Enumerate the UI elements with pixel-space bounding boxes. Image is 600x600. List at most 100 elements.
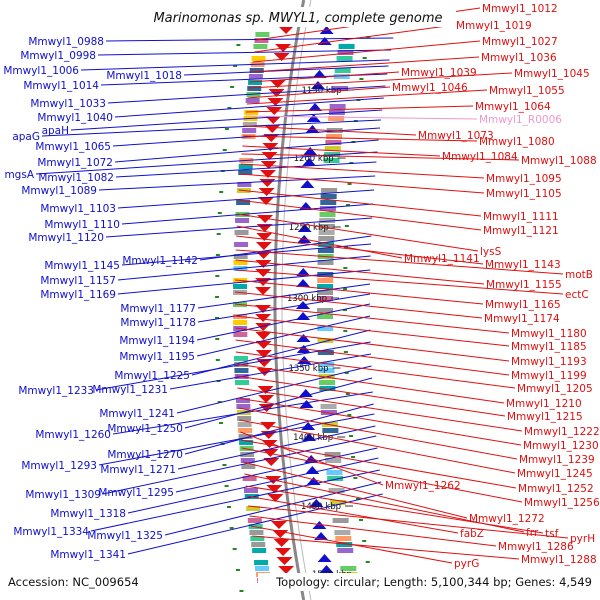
cog-block [247, 86, 262, 91]
cog-block [254, 38, 269, 43]
left-leader [107, 85, 386, 104]
right-leader [243, 135, 478, 142]
left-leader [184, 377, 373, 429]
right-leader [235, 327, 510, 362]
left-gene-label: Mmwyl1_1195 [119, 351, 195, 363]
cog-block [317, 248, 334, 253]
cog-block [317, 290, 334, 295]
cog-block [246, 506, 261, 511]
left-gene-label: Mmwyl1_1233 [18, 385, 94, 397]
accession-text: Accession: NC_009654 [8, 575, 139, 589]
cog-block [241, 464, 256, 469]
right-leader [249, 515, 497, 547]
cog-block [233, 260, 248, 265]
right-leader [251, 56, 480, 73]
reverse-gene-mark [256, 368, 273, 376]
forward-gene-mark [319, 565, 334, 573]
cog-block [242, 476, 257, 481]
cog-block [324, 146, 341, 151]
cog-block [340, 566, 357, 571]
right-leader [237, 213, 479, 252]
right-gene-label: Mmwyl1_1256 [524, 497, 600, 509]
left-gene-label: Mmwyl1_1145 [44, 260, 120, 272]
cog-block [317, 326, 334, 331]
cog-block [237, 416, 252, 421]
accession-background [4, 573, 154, 591]
right-gene-label: frr [526, 527, 539, 539]
reverse-gene-mark [273, 539, 290, 547]
right-gene-label: Mmwyl1_R0006 [479, 114, 562, 126]
left-gene-label: Mmwyl1_1271 [100, 464, 176, 476]
forward-gene-mark [302, 433, 317, 441]
left-leader [121, 243, 372, 266]
gc-tick [344, 225, 349, 227]
left-gene-label: Mmwyl1_1293 [21, 460, 97, 472]
right-gene-label: Mmwyl1_1036 [481, 52, 557, 64]
right-leader [235, 315, 510, 347]
reverse-gene-mark [261, 152, 278, 160]
right-leader [238, 199, 482, 231]
reverse-gene-mark [255, 350, 272, 358]
kbp-tick-label: 1200 kbp [294, 154, 334, 164]
right-gene-label: Mmwyl1_1239 [519, 454, 595, 466]
left-gene-label: mgsA [4, 169, 34, 181]
left-gene-label: Mmwyl1_1040 [37, 112, 113, 124]
gc-tick [224, 485, 229, 487]
left-leader [114, 139, 379, 163]
left-gene-label: Mmwyl1_1018 [106, 70, 182, 82]
reverse-gene-mark [257, 215, 274, 223]
forward-gene-mark [296, 334, 311, 342]
cog-block [320, 200, 337, 205]
left-gene-label: Mmwyl1_1341 [50, 549, 126, 561]
reverse-gene-mark [257, 386, 274, 394]
left-leader [197, 283, 371, 309]
left-gene-label: Mmwyl1_1178 [120, 317, 196, 329]
cog-block [233, 284, 248, 289]
cog-block [236, 404, 251, 409]
left-gene-label: Mmwyl1_1072 [37, 157, 113, 169]
cog-block [319, 380, 336, 385]
cog-block [250, 536, 265, 541]
left-leader [105, 217, 373, 238]
gene-labels: Mmwyl1_0988 Mmwyl1_0998 Mmwyl1_1006 Mmwyl1_… [3, 3, 600, 570]
cog-block [248, 80, 263, 85]
left-gene-label: Mmwyl1_1065 [35, 141, 111, 153]
reverse-gene-mark [259, 179, 276, 187]
right-leader [236, 235, 484, 265]
gc-tick [343, 330, 348, 332]
right-leader [235, 249, 564, 275]
kbp-tick-label: 1250 kbp [289, 223, 329, 233]
gc-tick [343, 288, 348, 290]
cog-block [317, 308, 334, 313]
left-leader [117, 189, 375, 209]
right-leader [239, 419, 516, 474]
gc-tick [346, 204, 351, 206]
left-gene-label: Mmwyl1_1014 [23, 80, 99, 92]
right-leader [249, 71, 400, 83]
right-gene-label: Mmwyl1_1199 [511, 370, 587, 382]
cog-block [252, 548, 267, 553]
left-gene-label: Mmwyl1_1142 [122, 255, 198, 267]
right-leader [248, 505, 569, 539]
cog-block [328, 116, 345, 121]
left-leader [191, 329, 371, 376]
gc-tick [345, 393, 350, 395]
gc-tick [215, 254, 220, 256]
cog-block [242, 128, 257, 133]
left-gene-label: Mmwyl1_1295 [98, 487, 174, 499]
cog-block [244, 110, 259, 115]
left-leader [95, 341, 371, 391]
left-gene-label: Mmwyl1_1033 [30, 98, 106, 110]
forward-gene-mark [303, 147, 318, 155]
cog-block [335, 536, 352, 541]
cog-block [337, 50, 354, 55]
left-gene-label: Mmwyl1_1110 [44, 219, 120, 231]
cog-block [318, 368, 335, 373]
left-leader [41, 119, 381, 137]
reverse-gene-mark [258, 404, 275, 412]
right-gene-label: Mmwyl1_1155 [486, 279, 562, 291]
gc-tick [218, 422, 223, 424]
reverse-gene-mark [255, 332, 272, 340]
cog-block [236, 200, 251, 205]
